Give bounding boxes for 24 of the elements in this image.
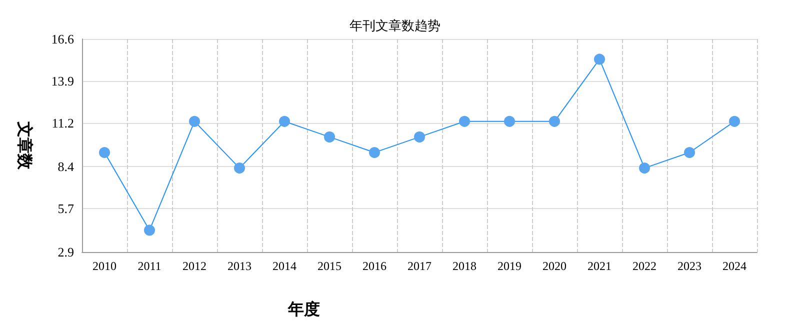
x-tick-label: 2021 [588, 259, 612, 273]
y-tick-label: 2.9 [58, 244, 74, 260]
x-tick-label: 2023 [678, 259, 702, 273]
x-tick-label: 2015 [318, 259, 342, 273]
x-tick-label: 2014 [272, 259, 296, 273]
x-tick-label: 2017 [408, 259, 432, 273]
x-tick-label: 2012 [182, 259, 206, 273]
x-tick-label: 2013 [228, 259, 252, 273]
x-axis-title: 年度 [287, 300, 320, 318]
y-axis-title: 文章数 [16, 120, 34, 170]
x-tick-label: 2016 [362, 259, 386, 273]
y-tick-label: 11.2 [52, 115, 74, 130]
x-tick-label: 2010 [92, 259, 116, 273]
y-tick-label: 16.6 [51, 32, 74, 46]
x-tick-label: 2024 [722, 259, 746, 273]
y-tick-label: 13.9 [51, 73, 74, 88]
x-tick-label: 2020 [542, 259, 566, 273]
x-tick-label: 2011 [138, 259, 162, 273]
x-tick-label: 2022 [632, 259, 656, 273]
y-tick-label: 5.7 [58, 200, 74, 216]
x-tick-label: 2018 [452, 259, 476, 273]
x-tick-label: 2019 [498, 259, 522, 273]
chart-title: 年刊文章数趋势 [350, 18, 440, 33]
y-tick-label: 8.4 [58, 158, 74, 174]
